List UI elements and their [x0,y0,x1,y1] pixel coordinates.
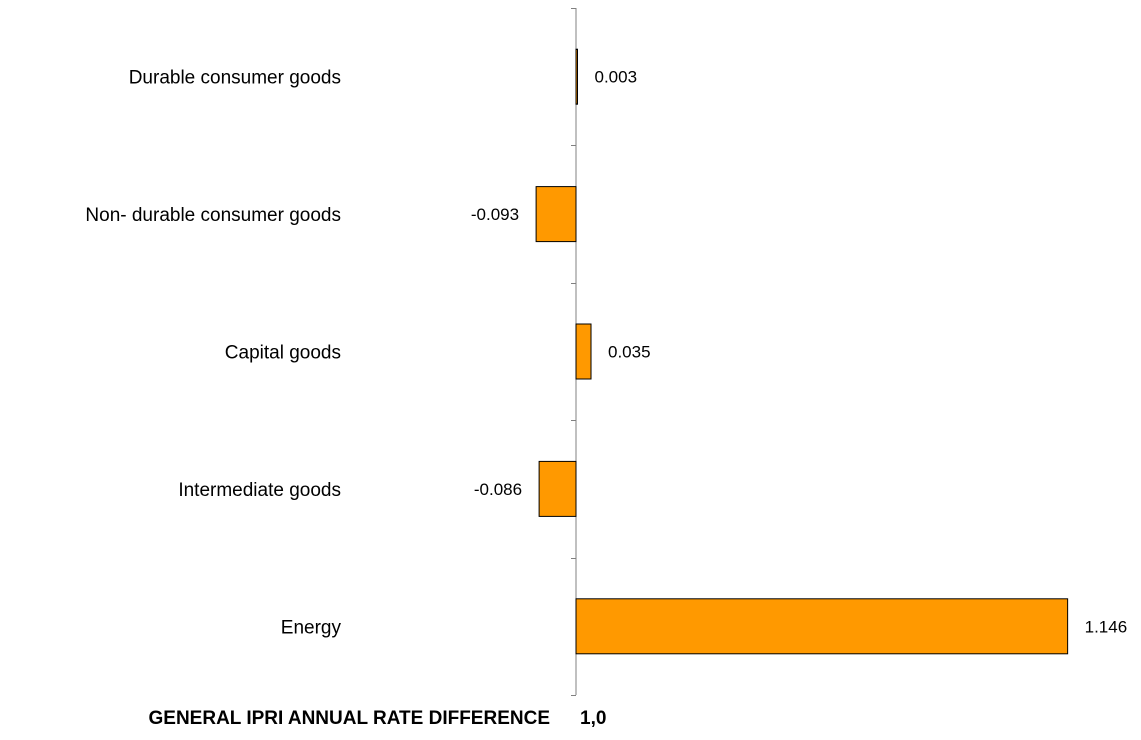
chart-footer: GENERAL IPRI ANNUAL RATE DIFFERENCE 1,0 [0,704,1141,740]
data-label: 0.035 [608,343,651,362]
bar [535,186,577,243]
category-label: Non- durable consumer goods [85,205,341,226]
data-label: -0.093 [471,205,519,224]
data-label: 0.003 [595,68,638,87]
bar [575,48,578,105]
data-label: 1.146 [1085,617,1128,636]
category-label: Durable consumer goods [129,68,341,89]
category-label: Capital goods [225,343,341,364]
bar [575,598,1069,655]
bar [538,460,577,517]
chart-canvas: Durable consumer goods 0.003 Non- durable … [85,8,1128,696]
category-label: Energy [281,617,342,638]
footer-label: GENERAL IPRI ANNUAL RATE DIFFERENCE [148,708,551,729]
footer-value: 1,0 [580,708,607,729]
data-label: -0.086 [474,480,522,499]
category-label: Intermediate goods [178,480,341,501]
bar [575,323,592,380]
